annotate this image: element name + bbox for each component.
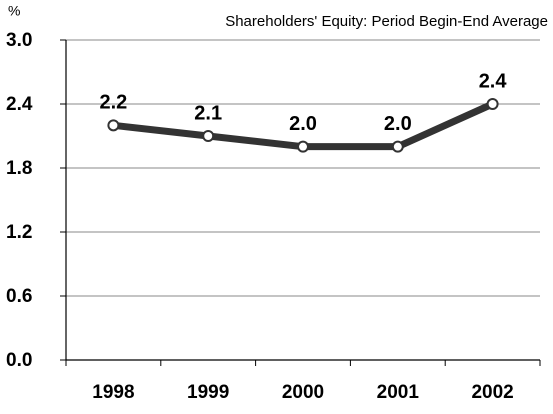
chart-title: Shareholders' Equity: Period Begin-End A… — [225, 13, 548, 30]
data-label: 2.1 — [194, 102, 222, 124]
point-marker — [297, 140, 309, 153]
y-axis-label: % — [8, 3, 20, 19]
point-marker — [202, 130, 215, 142]
x-tick-label: 2000 — [282, 382, 324, 403]
x-tick-label: 2002 — [471, 382, 513, 403]
point-marker — [391, 140, 404, 153]
y-tick-label: 2.4 — [6, 94, 33, 115]
data-label: 2.4 — [479, 70, 508, 92]
y-tick-label: 1.2 — [6, 222, 32, 243]
y-tick-label: 1.8 — [6, 158, 32, 179]
x-tick-label: 1998 — [92, 382, 134, 403]
point-marker — [107, 119, 120, 132]
x-tick-label: 1999 — [187, 382, 229, 403]
data-label: 2.2 — [99, 92, 127, 114]
data-label: 2.0 — [289, 113, 317, 135]
x-tick-label: 2001 — [377, 382, 420, 403]
data-label: 2.0 — [384, 113, 412, 135]
y-tick-label: 0.0 — [6, 350, 32, 371]
y-tick-label: 0.6 — [6, 286, 32, 307]
point-marker — [486, 98, 499, 110]
y-tick-label: 3.0 — [6, 30, 32, 51]
